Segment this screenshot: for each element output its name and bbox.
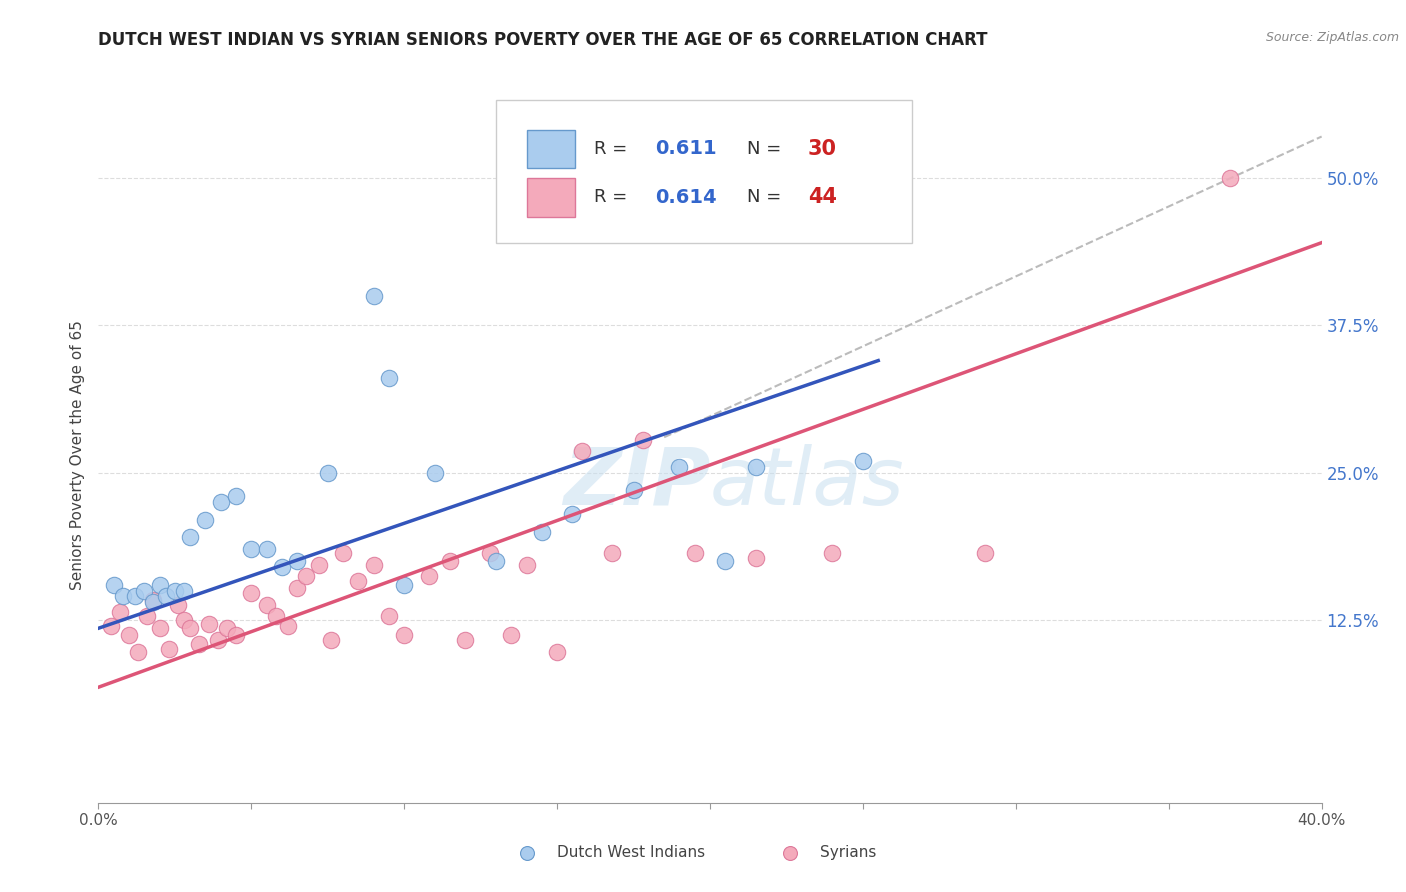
Point (423, 466, 446, 480)
Text: 44: 44 (808, 187, 837, 208)
Point (485, 554, 508, 568)
Point (285, 581, 308, 595)
Point (571, 444, 593, 458)
Text: R =: R = (593, 188, 633, 206)
Point (225, 628, 247, 642)
Point (108, 605, 131, 619)
Point (821, 546, 844, 560)
Point (1219, 170, 1241, 185)
Point (631, 433, 654, 447)
Point (392, 577, 416, 591)
Point (418, 569, 440, 583)
Point (378, 609, 401, 624)
Point (378, 371, 401, 385)
Point (157, 642, 180, 657)
Point (197, 616, 219, 631)
FancyBboxPatch shape (496, 100, 912, 243)
Point (285, 554, 308, 568)
Y-axis label: Seniors Poverty Over the Age of 65: Seniors Poverty Over the Age of 65 (69, 320, 84, 590)
Point (209, 495, 232, 509)
Point (277, 619, 299, 633)
Text: atlas: atlas (710, 443, 905, 522)
Point (363, 289, 385, 303)
Point (745, 550, 768, 565)
Text: Source: ZipAtlas.com: Source: ZipAtlas.com (1265, 31, 1399, 45)
Text: DUTCH WEST INDIAN VS SYRIAN SENIORS POVERTY OVER THE AGE OF 65 CORRELATION CHART: DUTCH WEST INDIAN VS SYRIAN SENIORS POVE… (98, 31, 988, 49)
Point (142, 593, 165, 607)
Point (149, 577, 172, 591)
Point (240, 586, 263, 600)
Point (530, 524, 553, 539)
Point (546, 645, 568, 659)
Point (516, 558, 538, 572)
Point (256, 598, 278, 612)
Point (173, 583, 195, 598)
Point (295, 569, 318, 583)
Text: N =: N = (747, 188, 787, 206)
Text: 0.614: 0.614 (655, 188, 717, 207)
Point (167, 598, 190, 612)
FancyBboxPatch shape (527, 178, 575, 217)
Text: 30: 30 (808, 139, 837, 159)
Point (136, 609, 159, 624)
Point (683, 546, 706, 560)
Point (745, 459, 768, 474)
Point (179, 531, 201, 545)
Point (668, 459, 690, 474)
Point (142, 595, 165, 609)
Point (270, 560, 292, 574)
Point (124, 590, 146, 604)
Point (501, 628, 523, 642)
Point (974, 546, 997, 560)
Text: R =: R = (593, 140, 633, 158)
Point (600, 546, 623, 560)
Point (127, 645, 149, 659)
Text: 0.611: 0.611 (655, 139, 717, 158)
Point (188, 637, 211, 651)
Point (439, 554, 461, 568)
Point (240, 542, 263, 557)
Point (118, 628, 141, 642)
Point (155, 590, 177, 604)
Point (347, 574, 370, 588)
Point (316, 466, 339, 480)
Point (207, 633, 229, 648)
Point (163, 583, 186, 598)
Point (264, 609, 287, 624)
Point (454, 633, 477, 648)
Text: Dutch West Indians: Dutch West Indians (557, 846, 706, 861)
Point (623, 483, 645, 498)
FancyBboxPatch shape (527, 129, 575, 168)
Point (149, 621, 172, 635)
Point (561, 507, 583, 521)
Point (103, 577, 125, 591)
Point (173, 613, 195, 627)
Text: ZIP: ZIP (562, 443, 710, 522)
Point (714, 554, 737, 568)
Point (363, 558, 385, 572)
Point (332, 546, 354, 560)
Point (256, 542, 278, 557)
Point (225, 489, 247, 503)
Point (392, 628, 416, 642)
Text: Syrians: Syrians (820, 846, 876, 861)
Point (134, 583, 156, 598)
Point (111, 590, 134, 604)
Point (179, 621, 201, 635)
Point (852, 454, 875, 468)
Point (215, 621, 238, 635)
Text: N =: N = (747, 140, 787, 158)
Point (194, 513, 217, 527)
Point (100, 619, 122, 633)
Point (319, 633, 342, 648)
Point (1157, 846, 1180, 860)
Point (478, 546, 501, 560)
Point (308, 558, 330, 572)
